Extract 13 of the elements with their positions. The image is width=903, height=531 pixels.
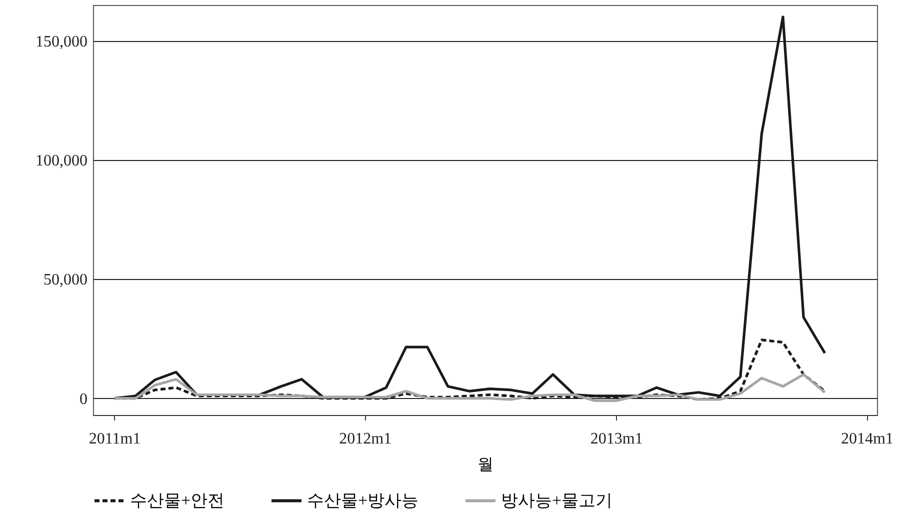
legend-label: 수산물+방사능 — [307, 490, 419, 510]
y-tick-label: 150,000 — [36, 33, 88, 50]
y-tick-label: 50,000 — [44, 272, 88, 289]
x-axis-title: 월 — [478, 456, 494, 474]
y-tick-label: 100,000 — [36, 152, 88, 170]
legend-label: 방사능+물고기 — [501, 490, 613, 510]
legend-label: 수산물+안전 — [130, 490, 225, 510]
x-tick-label: 2012m1 — [339, 430, 392, 448]
line-series — [112, 373, 826, 402]
x-tick-label: 2014m1 — [840, 430, 894, 448]
y-tick-label: 0 — [80, 390, 88, 408]
x-tick-label: 2013m1 — [590, 430, 643, 448]
x-tick-label: 2011m1 — [88, 430, 141, 448]
